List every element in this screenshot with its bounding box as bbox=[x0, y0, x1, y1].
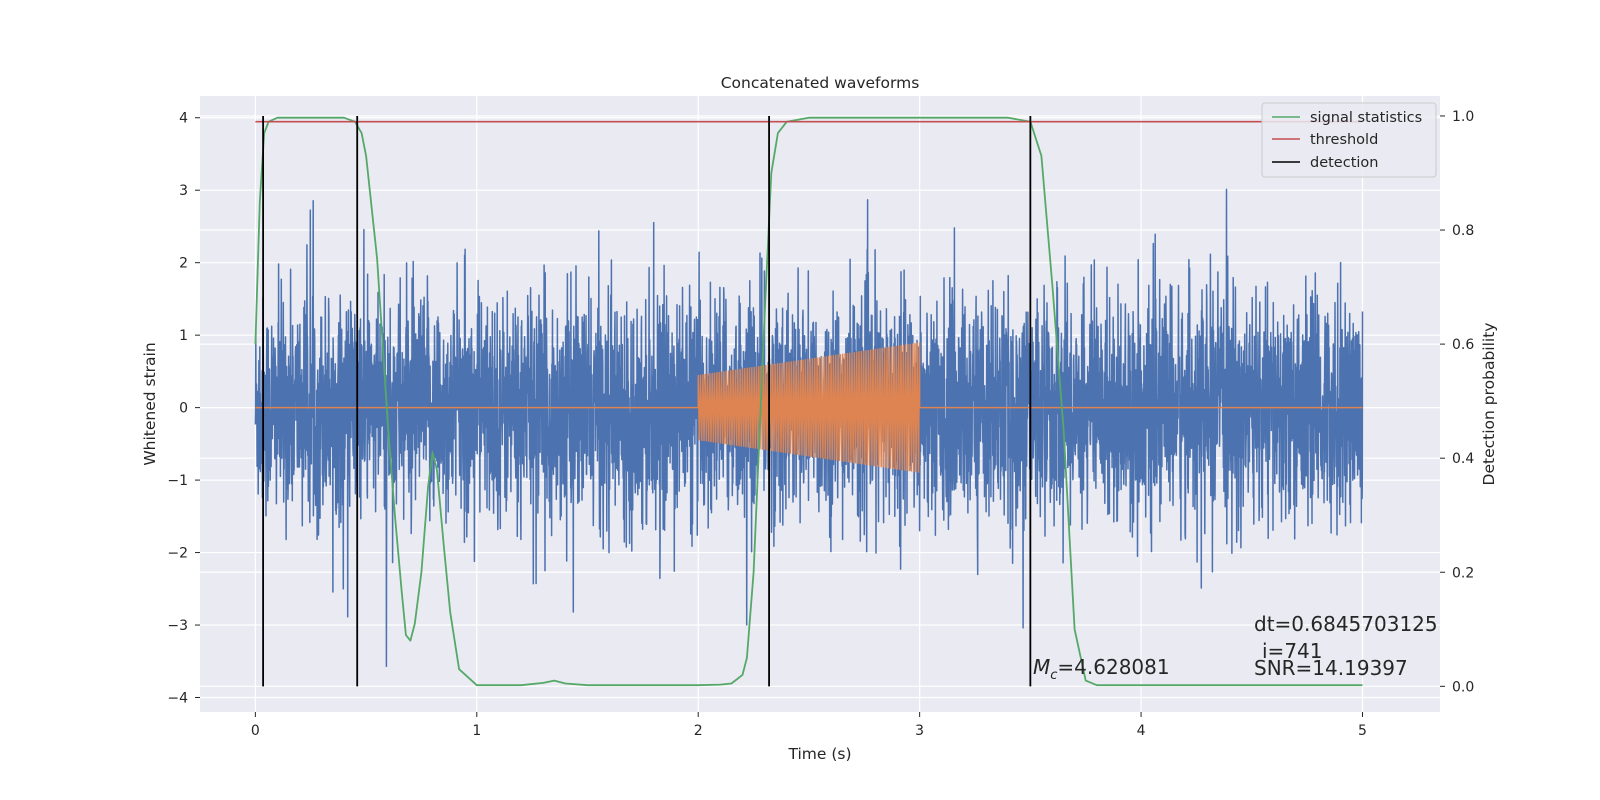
y-tick-label: 2 bbox=[179, 256, 188, 272]
y2-axis-ticks: 0.0 0.2 0.4 0.6 0.8 1.0 bbox=[1440, 109, 1474, 695]
y2-tick-label: 0.2 bbox=[1452, 565, 1474, 581]
y-tick-label: −3 bbox=[167, 618, 188, 634]
y-axis-ticks: −4 −3 −2 −1 0 1 2 3 4 bbox=[167, 111, 200, 707]
template-line bbox=[255, 342, 1363, 473]
y-tick-label: −4 bbox=[167, 691, 188, 707]
x-tick-label: 5 bbox=[1358, 723, 1367, 739]
y-tick-label: 4 bbox=[179, 111, 188, 127]
x-tick-label: 0 bbox=[251, 723, 260, 739]
mc-annotation: Mc=4.628081 bbox=[1033, 655, 1170, 683]
snr-annotation: SNR=14.19397 bbox=[1254, 656, 1408, 680]
y-axis-label: Whitened strain bbox=[141, 342, 159, 465]
legend-label-threshold: threshold bbox=[1310, 132, 1378, 148]
x-tick-label: 3 bbox=[915, 723, 924, 739]
y2-tick-label: 0.4 bbox=[1452, 451, 1474, 467]
dt-annotation: dt=0.6845703125 bbox=[1254, 612, 1438, 636]
x-tick-label: 2 bbox=[694, 723, 703, 739]
x-axis-ticks: 0 1 2 3 4 5 bbox=[251, 712, 1367, 739]
y2-axis-label: Detection probability bbox=[1480, 323, 1498, 486]
template-series bbox=[255, 342, 1363, 473]
detection-series bbox=[262, 115, 1032, 687]
legend-label-detection: detection bbox=[1310, 155, 1378, 171]
y-tick-label: 3 bbox=[179, 183, 188, 199]
y-tick-label: −1 bbox=[167, 473, 188, 489]
y-tick-label: 0 bbox=[179, 401, 188, 417]
y-tick-label: 1 bbox=[179, 328, 188, 344]
chart-title: Concatenated waveforms bbox=[721, 74, 920, 92]
x-tick-label: 1 bbox=[472, 723, 481, 739]
y2-tick-label: 1.0 bbox=[1452, 109, 1474, 125]
legend-box bbox=[1261, 102, 1437, 178]
x-tick-label: 4 bbox=[1137, 723, 1146, 739]
y-tick-label: −2 bbox=[167, 546, 188, 562]
i-annotation: i=741 bbox=[1262, 639, 1323, 663]
signal-statistics-series bbox=[254, 116, 1363, 687]
annotations: Mc=4.628081 dt=0.6845703125 i=741 SNR=14… bbox=[1033, 612, 1438, 683]
legend-label-signal-statistics: signal statistics bbox=[1310, 110, 1422, 126]
legend: signal statistics threshold detection bbox=[1261, 102, 1437, 178]
y2-tick-label: 0.0 bbox=[1452, 679, 1474, 695]
x-axis-label: Time (s) bbox=[787, 745, 851, 763]
y2-tick-label: 0.6 bbox=[1452, 337, 1474, 353]
signal-statistics-line bbox=[254, 116, 1363, 687]
y2-tick-label: 0.8 bbox=[1452, 223, 1474, 239]
